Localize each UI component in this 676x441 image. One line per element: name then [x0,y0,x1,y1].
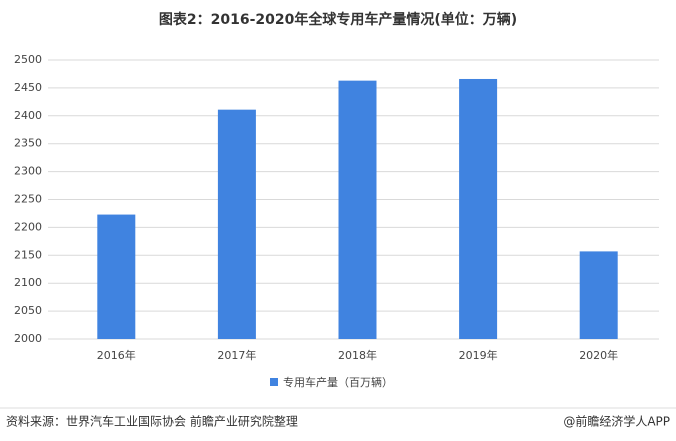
brand: @前瞻经济学人APP [563,414,670,429]
bar [579,251,618,339]
y-tick-label: 2000 [14,332,42,345]
y-tick-label: 2350 [14,137,42,150]
y-tick-label: 2150 [14,248,42,261]
bar [97,214,136,339]
bar [217,109,256,339]
source: 资料来源：世界汽车工业国际协会 前瞻产业研究院整理 [6,414,298,429]
y-tick-label: 2450 [14,81,42,94]
y-tick-label: 2250 [14,193,42,206]
y-tick-label: 2500 [14,53,42,66]
bar [459,78,498,340]
bar [338,80,377,340]
y-tick-label: 2100 [14,276,42,289]
y-tick-label: 2050 [14,304,42,317]
x-tick-label: 2018年 [338,348,377,362]
x-tick-label: 2020年 [579,348,618,362]
y-tick-label: 2400 [14,109,42,122]
legend-swatch [270,378,278,386]
x-tick-label: 2017年 [217,348,256,362]
x-tick-label: 2016年 [97,348,136,362]
legend-label: 专用车产量（百万辆） [283,375,393,389]
x-tick-label: 2019年 [459,348,498,362]
chart-title: 图表2：2016-2020年全球专用车产量情况(单位：万辆) [159,11,517,28]
y-tick-label: 2200 [14,220,42,233]
y-tick-label: 2300 [14,165,42,178]
